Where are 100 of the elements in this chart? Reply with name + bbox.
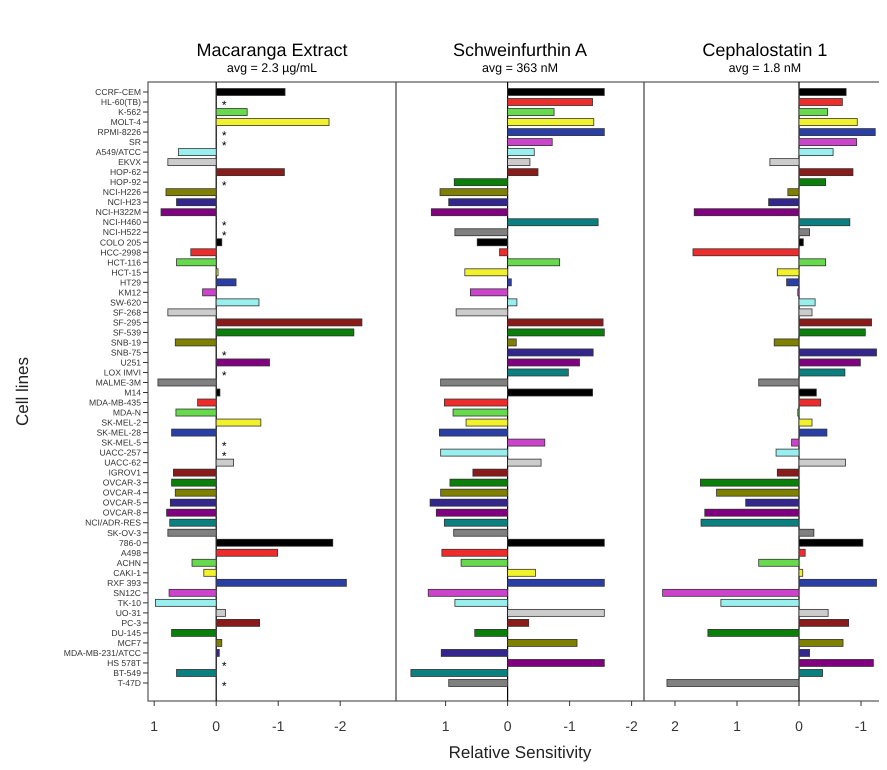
bar (507, 568, 536, 577)
bar (798, 608, 829, 617)
bar (178, 148, 217, 156)
bar (507, 659, 605, 667)
bar (507, 358, 580, 366)
y-tick-label: U251 (120, 357, 142, 368)
bar (507, 98, 593, 106)
y-tick-label: UACC-62 (104, 458, 142, 468)
bar (798, 118, 858, 126)
bar (700, 478, 800, 487)
bar (430, 208, 508, 216)
bar (168, 588, 217, 597)
y-tick-label: A498 (120, 548, 142, 558)
y-tick-label: EKVX (118, 157, 142, 168)
y-tick-label: MALME-3M (96, 378, 141, 388)
bar (798, 418, 812, 426)
y-tick-label: SR (129, 137, 141, 148)
bar (440, 378, 508, 386)
bar (444, 518, 508, 527)
bar (454, 228, 508, 236)
bar (216, 649, 220, 657)
y-tick-label: RPMI-8226 (98, 127, 142, 138)
y-tick-label: SK-OV-3 (107, 528, 142, 538)
bar (798, 368, 846, 376)
bar (160, 208, 217, 216)
bar (507, 338, 517, 346)
x-tick-label: 1 (442, 718, 450, 734)
bar (216, 298, 260, 306)
y-tick-label: CCRF-CEM (95, 87, 141, 98)
y-tick-label: SW-620 (110, 297, 142, 308)
bar (720, 598, 800, 607)
bar (798, 669, 823, 677)
bar (798, 228, 810, 236)
bar (440, 448, 508, 457)
bar (507, 108, 554, 116)
y-tick-label: HOP-92 (110, 177, 142, 188)
y-tick-label: HL-60(TB) (100, 97, 142, 108)
bar (798, 178, 826, 186)
x-tick-label: -1 (563, 718, 576, 734)
bar (450, 478, 508, 487)
bar (798, 528, 814, 537)
bar (507, 118, 594, 126)
y-tick-label: COLO 205 (100, 237, 142, 248)
bar (466, 418, 508, 426)
bar (707, 629, 800, 637)
y-tick-label: SK-MEL-5 (101, 438, 142, 448)
x-tick-label: -2 (334, 718, 347, 734)
bar (666, 679, 800, 687)
y-tick-label: LOX IMVI (104, 367, 141, 378)
bar (798, 258, 826, 266)
chart-title: Macaranga Extract (196, 40, 348, 60)
bar (454, 178, 508, 186)
bar (444, 398, 508, 406)
bar (798, 308, 812, 316)
y-tick-label: K-562 (118, 107, 142, 118)
y-tick-label: MDA-MB-231/ATCC (64, 648, 141, 658)
bar (216, 358, 270, 366)
bar (662, 588, 800, 597)
bar (171, 629, 217, 637)
y-tick-label: HS 578T (107, 658, 142, 668)
bar (507, 578, 605, 587)
bar (499, 248, 508, 256)
y-tick-label: OVCAR-4 (102, 488, 142, 498)
y-tick-label: MDA-N (112, 408, 141, 418)
bar (704, 508, 800, 517)
bar (460, 558, 508, 567)
bar (507, 278, 512, 286)
y-tick-label: SF-268 (112, 307, 142, 318)
x-tick-label: -1 (854, 718, 868, 734)
x-tick-label: 1 (150, 718, 158, 734)
y-tick-label: NCI/ADR-RES (85, 518, 142, 528)
bar (456, 308, 508, 316)
bar (452, 408, 508, 416)
bar (758, 378, 800, 386)
y-tick-label: MOLT-4 (110, 117, 142, 128)
bar (410, 669, 508, 677)
bar (798, 458, 846, 467)
y-tick-label: MDA-MB-435 (88, 398, 142, 408)
bar (167, 158, 217, 166)
bar (440, 488, 508, 497)
bar (216, 639, 222, 647)
text: * (222, 679, 227, 694)
bar (507, 619, 530, 627)
bar (470, 288, 508, 296)
bar (440, 649, 508, 657)
bar (694, 208, 800, 216)
bar (798, 619, 849, 627)
y-tick-label: UACC-257 (99, 448, 142, 458)
bar (745, 498, 800, 507)
bar (428, 588, 508, 597)
bar (507, 458, 542, 467)
bar (155, 598, 217, 607)
bar (507, 138, 553, 146)
text: * (222, 98, 227, 112)
bar (692, 248, 800, 256)
bar (787, 188, 800, 196)
bar (436, 508, 508, 517)
y-tick-label: A549/ATCC (96, 147, 141, 158)
bar (758, 558, 800, 567)
text: * (222, 348, 227, 363)
